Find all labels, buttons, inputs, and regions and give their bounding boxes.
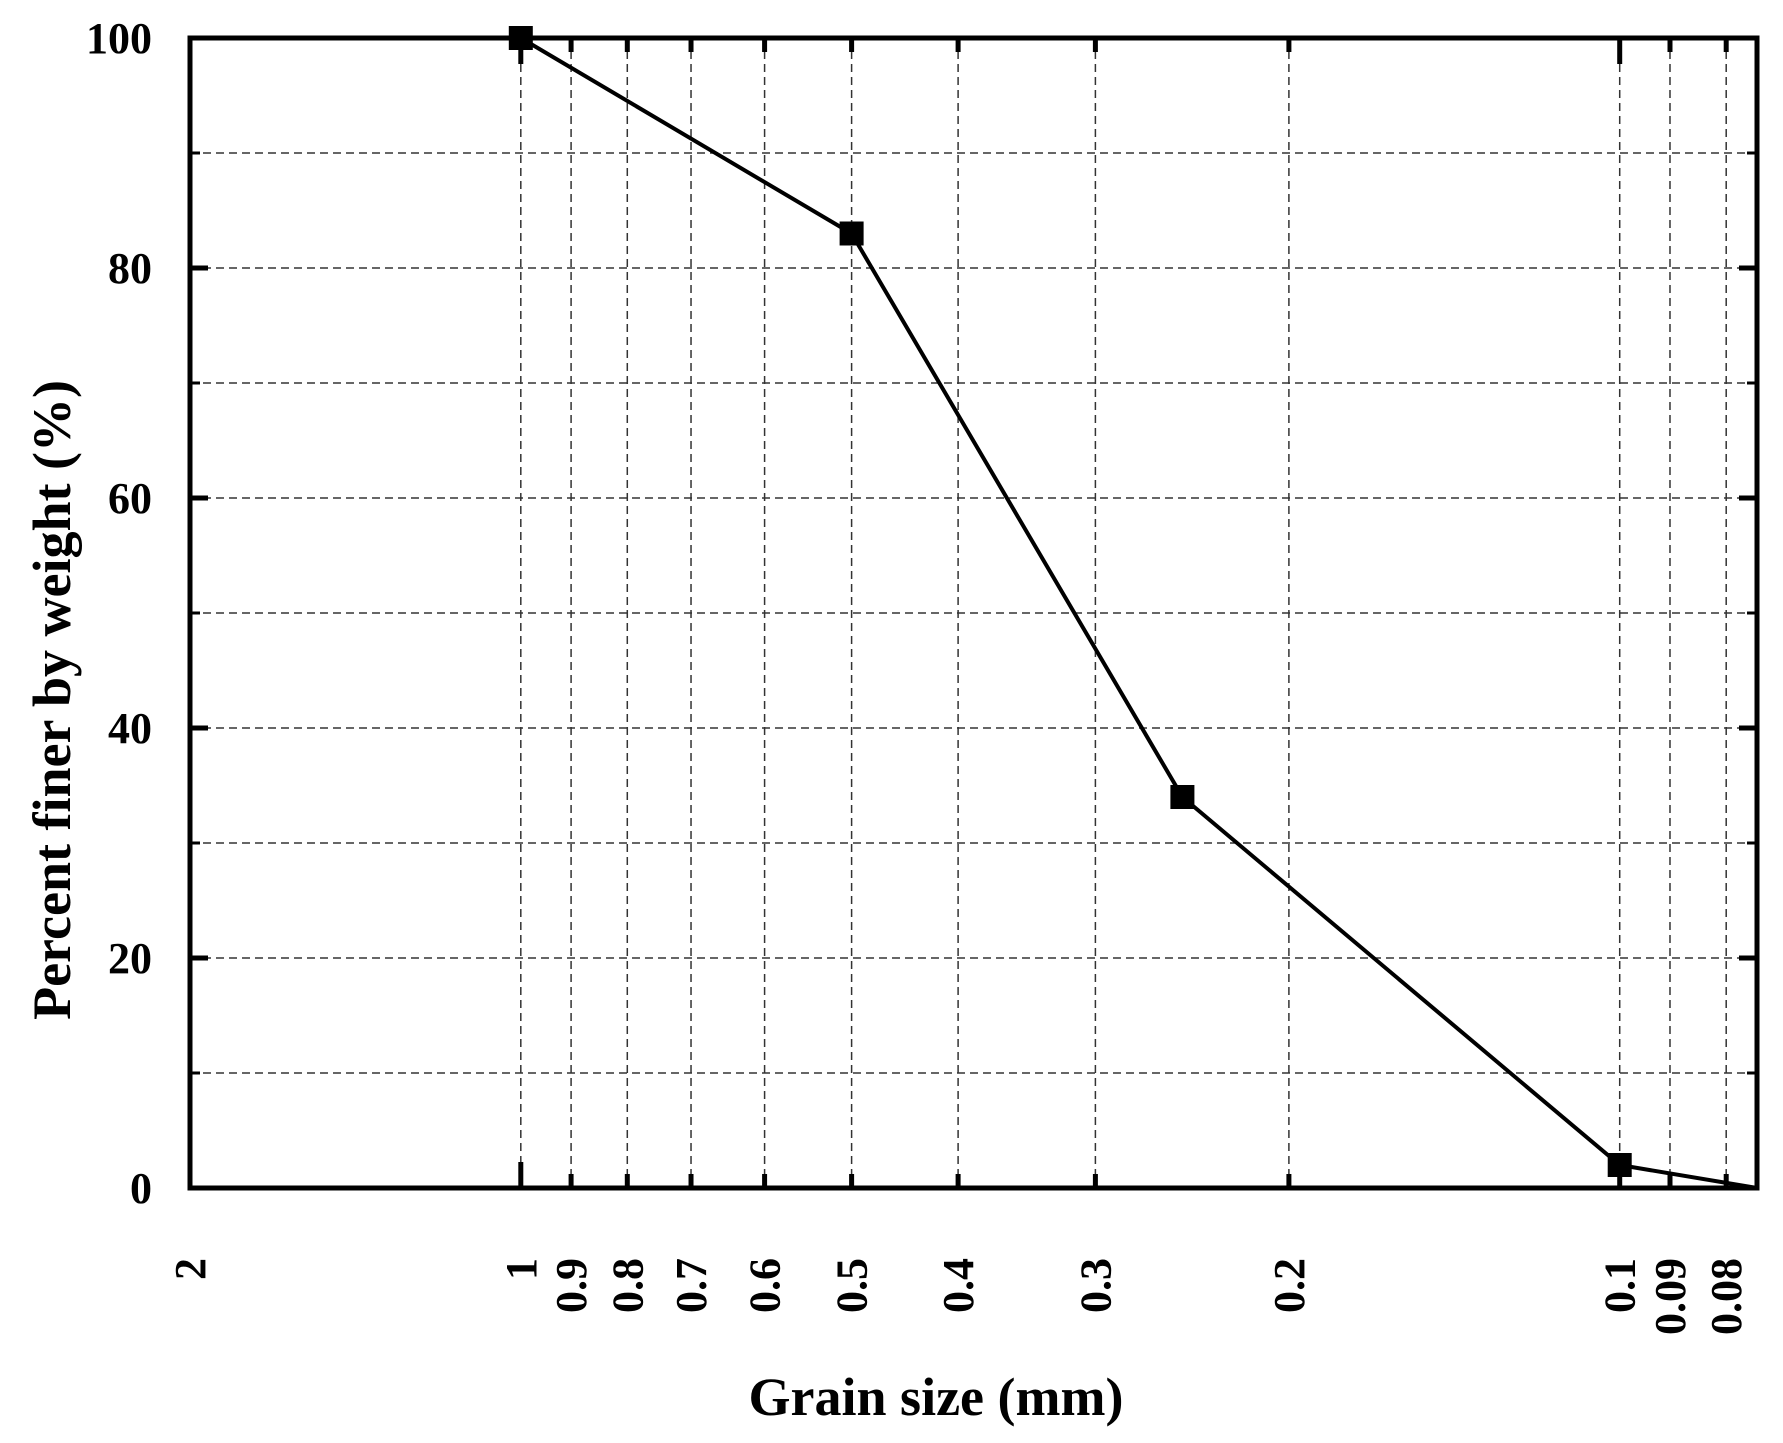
ticks-layer: [187, 35, 1757, 1191]
x-tick-label-0.6: 0.6: [741, 1258, 790, 1313]
data-point-2: [839, 221, 864, 246]
y-tick-label-60: 60: [108, 474, 152, 523]
y-tick-label-20: 20: [108, 934, 152, 983]
grid: [190, 38, 1757, 1188]
x-tick-label-0.1: 0.1: [1596, 1258, 1645, 1313]
x-axis-title: Grain size (mm): [749, 1367, 1124, 1427]
x-tick-label-0.08: 0.08: [1702, 1258, 1751, 1335]
x-tick-label-0.3: 0.3: [1071, 1258, 1120, 1313]
x-tick-label-0.9: 0.9: [547, 1258, 596, 1313]
x-tick-label-0.2: 0.2: [1265, 1258, 1314, 1313]
y-tick-label-100: 100: [86, 14, 152, 63]
x-tick-label-0.09: 0.09: [1646, 1258, 1695, 1335]
x-tick-label-0.4: 0.4: [934, 1258, 983, 1313]
x-tick-label-0.7: 0.7: [667, 1258, 716, 1313]
y-tick-label-40: 40: [108, 704, 152, 753]
y-tick-label-0: 0: [130, 1164, 152, 1213]
y-tick-label-80: 80: [108, 244, 152, 293]
y-axis-title: Percent finer by weight (%): [22, 380, 82, 1020]
data-point-3: [1170, 785, 1195, 809]
tick-labels: 0 20 40 60 80 100 2 1 0.9 0.8 0.7 0.6 0.5 0.4 0.3 0.2 0.…: [86, 14, 1751, 1335]
x-tick-label-1: 1: [497, 1258, 546, 1280]
x-tick-label-0.5: 0.5: [828, 1258, 877, 1313]
x-tick-label-0.8: 0.8: [603, 1258, 652, 1313]
x-tick-label-2: 2: [166, 1258, 215, 1280]
